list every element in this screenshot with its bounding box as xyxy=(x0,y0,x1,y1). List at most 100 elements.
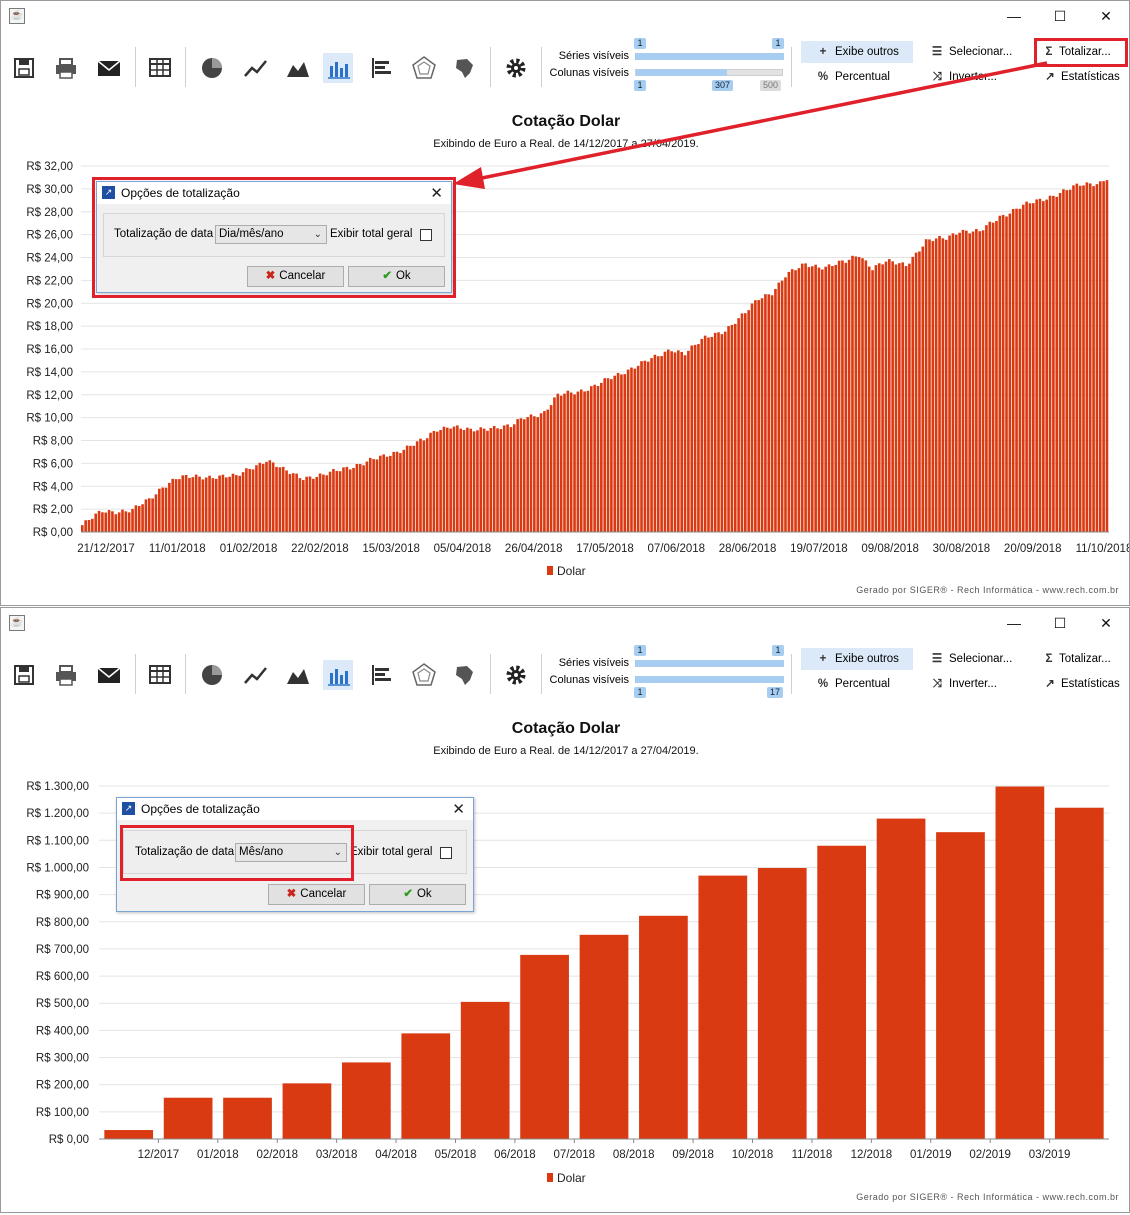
settings-icon[interactable] xyxy=(501,660,531,690)
selecionar-button[interactable]: ☰ Selecionar... xyxy=(929,41,1012,63)
line-chart-icon[interactable] xyxy=(241,660,271,690)
bar xyxy=(1015,208,1018,533)
bar xyxy=(435,431,439,532)
total-geral-checkbox[interactable] xyxy=(420,229,432,241)
bar xyxy=(486,430,489,532)
bar-chart-icon[interactable] xyxy=(323,660,353,690)
settings-icon[interactable] xyxy=(501,53,531,83)
map-icon[interactable] xyxy=(449,53,479,83)
bar xyxy=(703,335,707,532)
table-icon[interactable] xyxy=(145,660,175,690)
bar xyxy=(198,476,201,532)
ok-button[interactable]: ✔ Ok xyxy=(369,884,466,905)
bar xyxy=(1085,182,1089,533)
bar xyxy=(968,233,971,532)
bar xyxy=(978,231,982,532)
series-visible-slider[interactable] xyxy=(635,53,784,60)
totalizar-button[interactable]: Σ Totalizar... xyxy=(1043,41,1111,63)
cancel-label: Cancelar xyxy=(279,270,326,282)
maximize-button[interactable]: ☐ xyxy=(1053,8,1067,24)
bar xyxy=(241,472,245,532)
bar xyxy=(281,466,285,532)
bar xyxy=(255,465,258,532)
area-chart-icon[interactable] xyxy=(283,53,313,83)
bar xyxy=(1008,213,1012,532)
table-icon[interactable] xyxy=(145,53,175,83)
bar xyxy=(610,379,613,532)
email-icon[interactable] xyxy=(94,660,124,690)
series-visible-label: Séries visíveis xyxy=(558,657,629,669)
print-icon[interactable] xyxy=(51,660,81,690)
bar xyxy=(382,454,385,532)
horizontal-bar-icon[interactable] xyxy=(367,660,397,690)
dialog-close-icon[interactable]: ✕ xyxy=(452,801,465,818)
percentual-button[interactable]: % Percentual xyxy=(815,66,890,88)
bar xyxy=(163,1097,213,1139)
date-totalization-select[interactable]: Dia/mês/ano ⌄ xyxy=(215,225,327,244)
plus-icon: + xyxy=(819,653,827,665)
cancel-button[interactable]: ✖ Cancelar xyxy=(268,884,365,905)
bar xyxy=(861,258,864,532)
percentual-button[interactable]: % Percentual xyxy=(815,673,890,695)
inverter-button[interactable]: ⤨ Inverter... xyxy=(929,673,997,695)
columns-visible-slider[interactable] xyxy=(635,69,783,76)
bar xyxy=(1105,180,1109,532)
area-chart-icon[interactable] xyxy=(283,660,313,690)
ok-button[interactable]: ✔ Ok xyxy=(348,266,445,287)
bar xyxy=(134,505,138,532)
bar xyxy=(807,267,811,532)
bar xyxy=(954,234,958,532)
sigma-icon: Σ xyxy=(1045,653,1053,665)
pie-chart-icon[interactable] xyxy=(197,53,227,83)
bar xyxy=(1102,181,1105,532)
exibe-outros-button[interactable]: + Exibe outros xyxy=(801,648,913,670)
totalizar-button[interactable]: Σ Totalizar... xyxy=(1043,648,1111,670)
horizontal-bar-icon[interactable] xyxy=(367,53,397,83)
dialog-close-icon[interactable]: ✕ xyxy=(430,185,443,202)
bar xyxy=(583,391,586,532)
save-icon[interactable] xyxy=(9,660,39,690)
radar-icon[interactable] xyxy=(409,53,439,83)
pie-chart-icon[interactable] xyxy=(197,660,227,690)
bar xyxy=(1065,190,1069,532)
maximize-button[interactable]: ☐ xyxy=(1053,615,1067,631)
exibe-outros-button[interactable]: + Exibe outros xyxy=(801,41,913,63)
minimize-button[interactable]: — xyxy=(1007,615,1021,631)
bar xyxy=(774,288,777,532)
bar xyxy=(469,428,473,532)
x-tick-label: 01/2018 xyxy=(197,1149,239,1161)
x-tick-label: 03/2019 xyxy=(1029,1149,1071,1161)
save-icon[interactable] xyxy=(9,53,39,83)
selecionar-button[interactable]: ☰ Selecionar... xyxy=(929,648,1012,670)
close-button[interactable]: ✕ xyxy=(1100,8,1112,24)
radar-icon[interactable] xyxy=(409,660,439,690)
bar-chart-icon[interactable] xyxy=(323,53,353,83)
cancel-button[interactable]: ✖ Cancelar xyxy=(247,266,344,287)
map-icon[interactable] xyxy=(449,660,479,690)
estatisticas-button[interactable]: ↗ Estatísticas xyxy=(1043,673,1120,695)
minimize-button[interactable]: — xyxy=(1007,8,1021,24)
y-tick-label: R$ 2,00 xyxy=(33,504,73,516)
bar xyxy=(857,257,861,532)
bar xyxy=(800,263,804,532)
bar xyxy=(579,934,629,1139)
print-icon[interactable] xyxy=(51,53,81,83)
bar xyxy=(194,474,198,532)
close-button[interactable]: ✕ xyxy=(1100,615,1112,631)
totalizar-label: Totalizar... xyxy=(1059,46,1111,58)
bar xyxy=(814,264,817,532)
total-geral-label: Exibir total geral xyxy=(330,228,413,240)
bar xyxy=(174,479,178,532)
estatisticas-button[interactable]: ↗ Estatísticas xyxy=(1043,66,1120,88)
bar xyxy=(874,265,878,532)
series-visible-slider[interactable] xyxy=(635,660,784,667)
chart-window-daily: ☕ — ☐ ✕ Séries visíveis Colunas visíveis… xyxy=(0,0,1130,606)
bar xyxy=(975,228,978,532)
email-icon[interactable] xyxy=(94,53,124,83)
dialog-app-icon: ↗ xyxy=(122,802,135,815)
total-geral-checkbox[interactable] xyxy=(440,847,452,859)
annotation-arrow xyxy=(453,61,1048,189)
line-chart-icon[interactable] xyxy=(241,53,271,83)
date-totalization-select[interactable]: Mês/ano ⌄ xyxy=(235,843,347,862)
columns-visible-slider[interactable] xyxy=(635,676,784,683)
